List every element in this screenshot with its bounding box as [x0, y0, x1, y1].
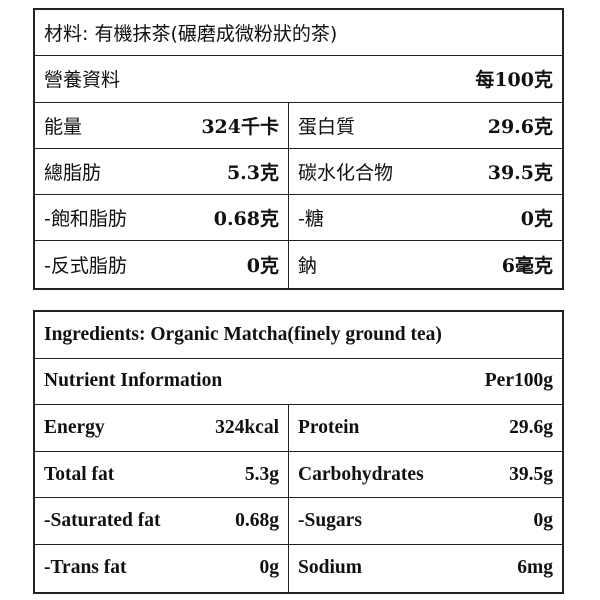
zh-nutrient-label: -飽和脂肪 — [44, 208, 127, 231]
en-nutrient-label: Carbohydrates — [298, 463, 424, 485]
en-header-label: Nutrient Information — [44, 370, 223, 392]
en-nutrient-label: Energy — [44, 416, 105, 438]
zh-table-row: 總脂肪 5.3克 碳水化合物 39.5克 — [35, 148, 562, 196]
chinese-nutrition-panel: 材料: 有機抹茶(碾磨成微粉狀的茶) 營養資料 每100克 能量 324千卡 蛋… — [33, 8, 564, 290]
en-nutrient-value: 0g — [533, 510, 554, 532]
zh-nutrient-label: 蛋白質 — [298, 115, 356, 138]
en-nutrient-value: 0.68g — [235, 510, 279, 532]
en-nutrient-label: Sodium — [298, 557, 362, 579]
en-nutrient-label: Total fat — [44, 463, 115, 485]
zh-table-row: -反式脂肪 0克 鈉 6毫克 — [35, 241, 562, 288]
en-table-row: Total fat 5.3g Carbohydrates 39.5g — [35, 451, 562, 499]
en-nutrient-value: 324kcal — [215, 416, 279, 438]
en-nutrient-label: Protein — [298, 416, 360, 438]
en-nutrient-label: -Sugars — [298, 510, 362, 532]
zh-nutrient-value: 0.68克 — [213, 208, 279, 231]
zh-nutrient-label: 碳水化合物 — [298, 162, 394, 185]
en-table-row: -Trans fat 0g Sodium 6mg — [35, 544, 562, 592]
zh-nutrient-label: 能量 — [44, 115, 83, 138]
en-ingredients-row: Ingredients: Organic Matcha(finely groun… — [35, 312, 562, 359]
zh-nutrient-label: 鈉 — [298, 255, 318, 278]
zh-ingredients-text: 材料: 有機抹茶(碾磨成微粉狀的茶) — [44, 23, 338, 46]
english-nutrition-panel: Ingredients: Organic Matcha(finely groun… — [33, 310, 564, 594]
zh-nutrient-value: 0克 — [520, 208, 553, 231]
zh-nutrient-label: -糖 — [298, 208, 324, 231]
en-nutrient-value: 5.3g — [244, 463, 279, 485]
zh-header-row: 營養資料 每100克 — [35, 56, 562, 103]
en-nutrient-label: -Trans fat — [44, 557, 127, 579]
zh-nutrient-label: 總脂肪 — [44, 162, 102, 185]
zh-ingredients-row: 材料: 有機抹茶(碾磨成微粉狀的茶) — [35, 10, 562, 57]
en-nutrient-value: 29.6g — [509, 416, 553, 438]
zh-nutrient-label: -反式脂肪 — [44, 255, 127, 278]
zh-nutrient-value: 39.5克 — [487, 162, 553, 185]
zh-table-row: 能量 324千卡 蛋白質 29.6克 — [35, 102, 562, 149]
zh-nutrient-value: 324千卡 — [201, 115, 279, 138]
zh-header-label: 營養資料 — [44, 69, 121, 92]
en-ingredients-text: Ingredients: Organic Matcha(finely groun… — [44, 323, 442, 345]
en-header-unit: Per100g — [484, 370, 553, 392]
en-nutrient-value: 6mg — [517, 557, 553, 579]
zh-nutrient-value: 6毫克 — [501, 255, 553, 278]
zh-table-row: -飽和脂肪 0.68克 -糖 0克 — [35, 195, 562, 242]
zh-nutrient-value: 29.6克 — [487, 115, 553, 138]
en-header-row: Nutrient Information Per100g — [35, 359, 562, 406]
zh-nutrient-value: 0克 — [246, 255, 279, 278]
en-nutrient-value: 0g — [259, 557, 280, 579]
en-nutrient-label: -Saturated fat — [44, 510, 161, 532]
en-nutrient-value: 39.5g — [509, 463, 553, 485]
zh-nutrient-value: 5.3克 — [226, 162, 279, 185]
en-table-row: -Saturated fat 0.68g -Sugars 0g — [35, 498, 562, 545]
en-table-row: Energy 324kcal Protein 29.6g — [35, 405, 562, 452]
zh-header-unit: 每100克 — [475, 69, 553, 92]
